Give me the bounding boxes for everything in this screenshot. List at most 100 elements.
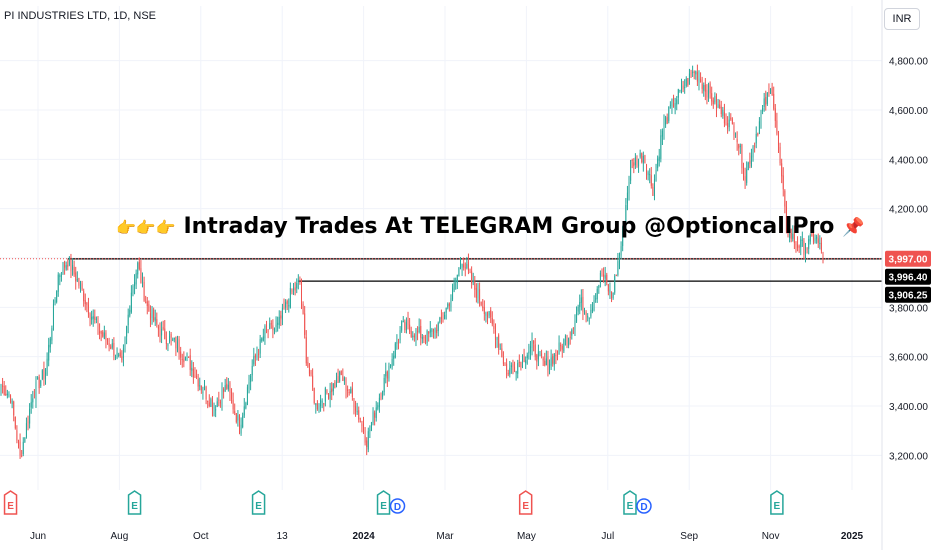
marker-letter: E (774, 501, 781, 512)
earnings-marker-icon[interactable]: E (518, 490, 533, 515)
candle-body (509, 367, 511, 375)
earnings-marker-icon[interactable]: E (127, 490, 142, 515)
candle-body (393, 355, 395, 359)
candle-body (161, 328, 163, 336)
candle-body (208, 402, 210, 406)
candle-body (558, 342, 560, 355)
x-tick-label: Aug (111, 531, 129, 542)
candle-body (226, 383, 228, 389)
candle-body (676, 99, 678, 105)
candle-body (130, 292, 132, 312)
candle-body (30, 401, 32, 408)
candle-body (461, 264, 463, 268)
dividend-marker-icon[interactable]: D (636, 498, 652, 514)
marker-letter: E (131, 501, 138, 512)
candle-body (224, 385, 226, 392)
price-tag-bg (885, 286, 931, 303)
candle-body (89, 313, 91, 319)
candle-body (429, 329, 431, 333)
time-axis[interactable]: Jun Aug Oct 13 2024 Mar May Jul Sep Nov 2025 (30, 531, 864, 542)
candle-body (814, 238, 816, 242)
candle-body (803, 240, 805, 255)
marker-letter: E (380, 501, 387, 512)
candle-body (312, 375, 314, 388)
candle-body (229, 382, 231, 393)
candlestick-series[interactable] (0, 64, 824, 459)
candle-body (367, 431, 369, 450)
candle-body (116, 352, 118, 358)
candle-body (285, 302, 287, 308)
marker-letter: E (7, 501, 14, 512)
currency-button[interactable]: INR (884, 8, 920, 30)
candle-body (243, 406, 245, 416)
candle-body (199, 385, 201, 387)
marker-letter: D (394, 502, 401, 513)
candle-body (653, 179, 655, 197)
earnings-marker-icon[interactable]: E (3, 490, 18, 515)
candle-body (634, 157, 636, 166)
candle-body (531, 339, 533, 348)
candle-body (165, 339, 167, 344)
candle-body (453, 283, 455, 291)
candle-body (444, 315, 446, 320)
candle-body (458, 267, 460, 277)
candle-body (469, 272, 471, 274)
candle-body (175, 336, 177, 349)
earnings-marker-icon[interactable]: E (376, 490, 391, 515)
candle-body (75, 272, 77, 282)
candle-body (45, 372, 47, 379)
candle-body (563, 339, 565, 352)
candle-body (234, 411, 236, 414)
candle-body (445, 307, 447, 313)
candle-body (294, 287, 296, 291)
earnings-marker-icon[interactable]: E (770, 490, 784, 515)
candle-body (611, 291, 613, 298)
marker-shape (623, 490, 637, 515)
candle-body (617, 261, 619, 276)
candle-body (240, 424, 242, 434)
candle-body (22, 441, 24, 455)
candle-body (65, 265, 67, 270)
candle-body (102, 331, 104, 337)
candle-body (560, 345, 562, 347)
candle-body (770, 88, 772, 94)
candle-body (679, 89, 681, 91)
candle-body (746, 169, 748, 183)
dividend-marker-icon[interactable]: D (389, 498, 406, 514)
candle-body (646, 165, 648, 174)
candle-body (447, 303, 449, 308)
y-tick-label: 3,200.00 (889, 451, 928, 462)
candle-body (11, 400, 13, 405)
candle-body (426, 330, 428, 344)
candle-body (173, 337, 175, 340)
candle-body (625, 205, 627, 224)
candle-body (299, 282, 301, 284)
candle-body (178, 339, 180, 354)
candle-body (91, 316, 93, 320)
candle-body (816, 236, 818, 239)
earnings-marker-icon[interactable]: E (623, 490, 637, 515)
candle-body (523, 356, 525, 362)
candle-body (652, 186, 654, 196)
candle-body (363, 423, 365, 434)
candle-body (154, 317, 156, 321)
candle-body (67, 264, 69, 267)
candle-body (712, 100, 714, 104)
candle-body (553, 353, 555, 365)
candle-body (114, 356, 116, 358)
candle-body (289, 288, 291, 308)
candle-body (496, 337, 498, 340)
candle-body (507, 372, 509, 375)
candle-body (494, 329, 496, 340)
candle-body (806, 248, 808, 250)
candle-body (663, 122, 665, 133)
candle-body (609, 289, 611, 293)
earnings-marker-icon[interactable]: E (251, 490, 266, 515)
candle-body (568, 338, 570, 346)
candle-body (758, 121, 760, 134)
candle-body (320, 400, 322, 407)
candle-body (129, 309, 131, 316)
candle-body (293, 288, 295, 290)
